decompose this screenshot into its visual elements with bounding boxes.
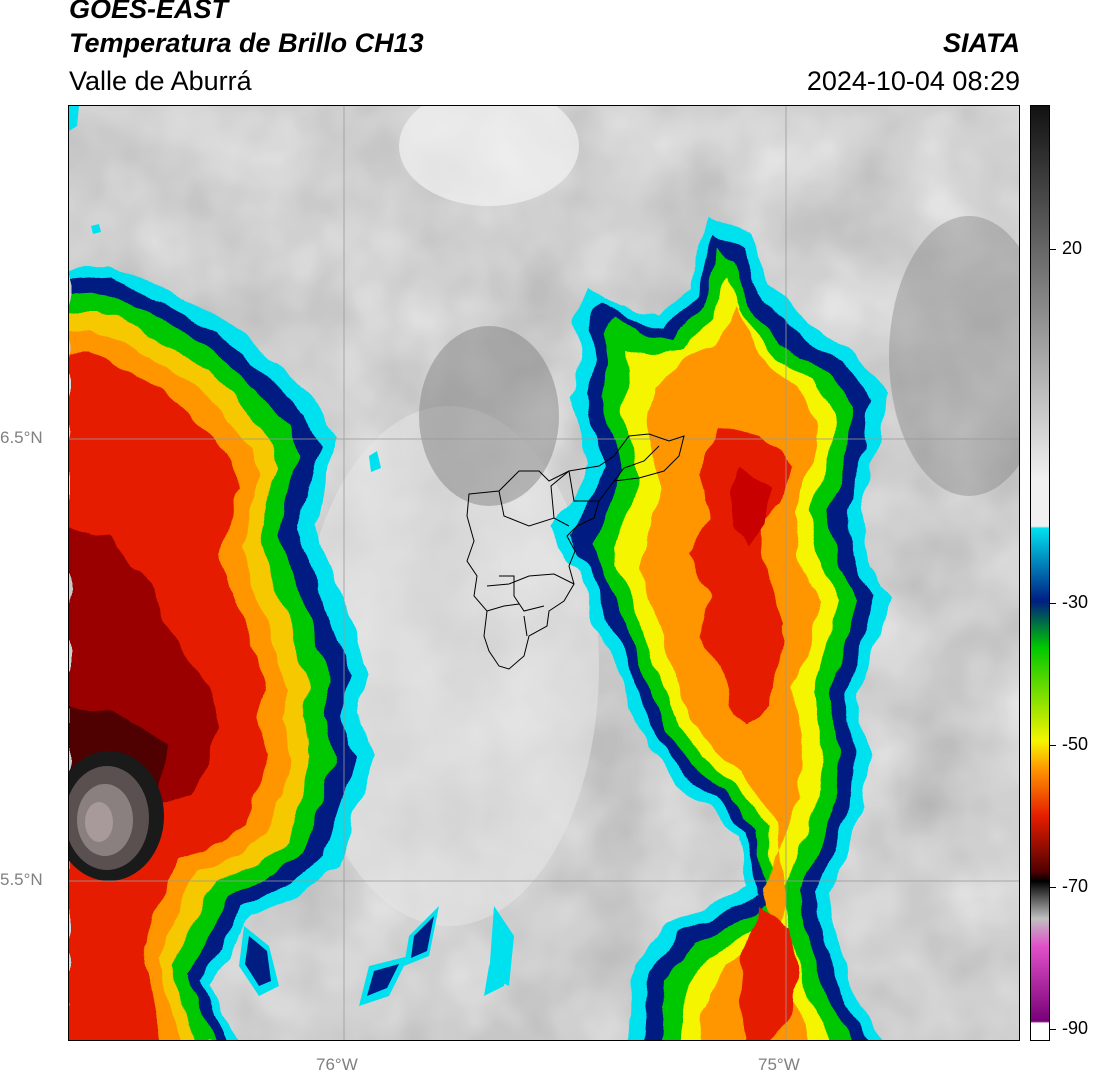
temperature-colorbar <box>1030 105 1050 1041</box>
lat-label-5-5: 5.5°N <box>0 870 43 889</box>
bright-cloud-area <box>399 106 579 206</box>
agency-label: SIATA <box>943 28 1020 58</box>
colorbar-tick <box>1050 603 1056 604</box>
bright-cloud-area <box>299 406 599 926</box>
lon-label-76w: 76°W <box>316 1055 358 1074</box>
dark-cloud-area <box>889 216 1019 496</box>
region-label: Valle de Aburrá <box>69 66 252 96</box>
cold-cloud-top <box>69 751 164 881</box>
colorbar-tick <box>1050 1029 1056 1030</box>
lon-label-75w: 75°W <box>758 1055 800 1074</box>
dark-cloud-area <box>419 326 559 506</box>
satellite-title: GOES-EAST <box>69 0 229 24</box>
product-title: Temperatura de Brillo CH13 <box>69 28 424 58</box>
brightness-temperature-map <box>68 105 1020 1041</box>
municipal-boundaries <box>466 433 685 670</box>
colorbar-label-20: 20 <box>1062 238 1083 258</box>
colorbar-label-minus30: -30 <box>1062 592 1089 612</box>
colorbar-label-minus70: -70 <box>1062 876 1089 896</box>
colorbar-gradient <box>1031 106 1049 1040</box>
colorbar-label-minus90: -90 <box>1062 1018 1089 1038</box>
datetime-label: 2024-10-04 08:29 <box>806 66 1020 96</box>
east-storm-system <box>549 216 889 1040</box>
colorbar-tick <box>1050 887 1056 888</box>
map-gridlines <box>69 106 1019 1040</box>
colorbar-label-minus50: -50 <box>1062 734 1089 754</box>
colorbar-tick <box>1050 249 1056 250</box>
map-canvas <box>69 106 1019 1040</box>
lat-label-6-5: 6.5°N <box>0 428 43 447</box>
colorbar-tick <box>1050 745 1056 746</box>
scattered-cells <box>69 106 514 1006</box>
